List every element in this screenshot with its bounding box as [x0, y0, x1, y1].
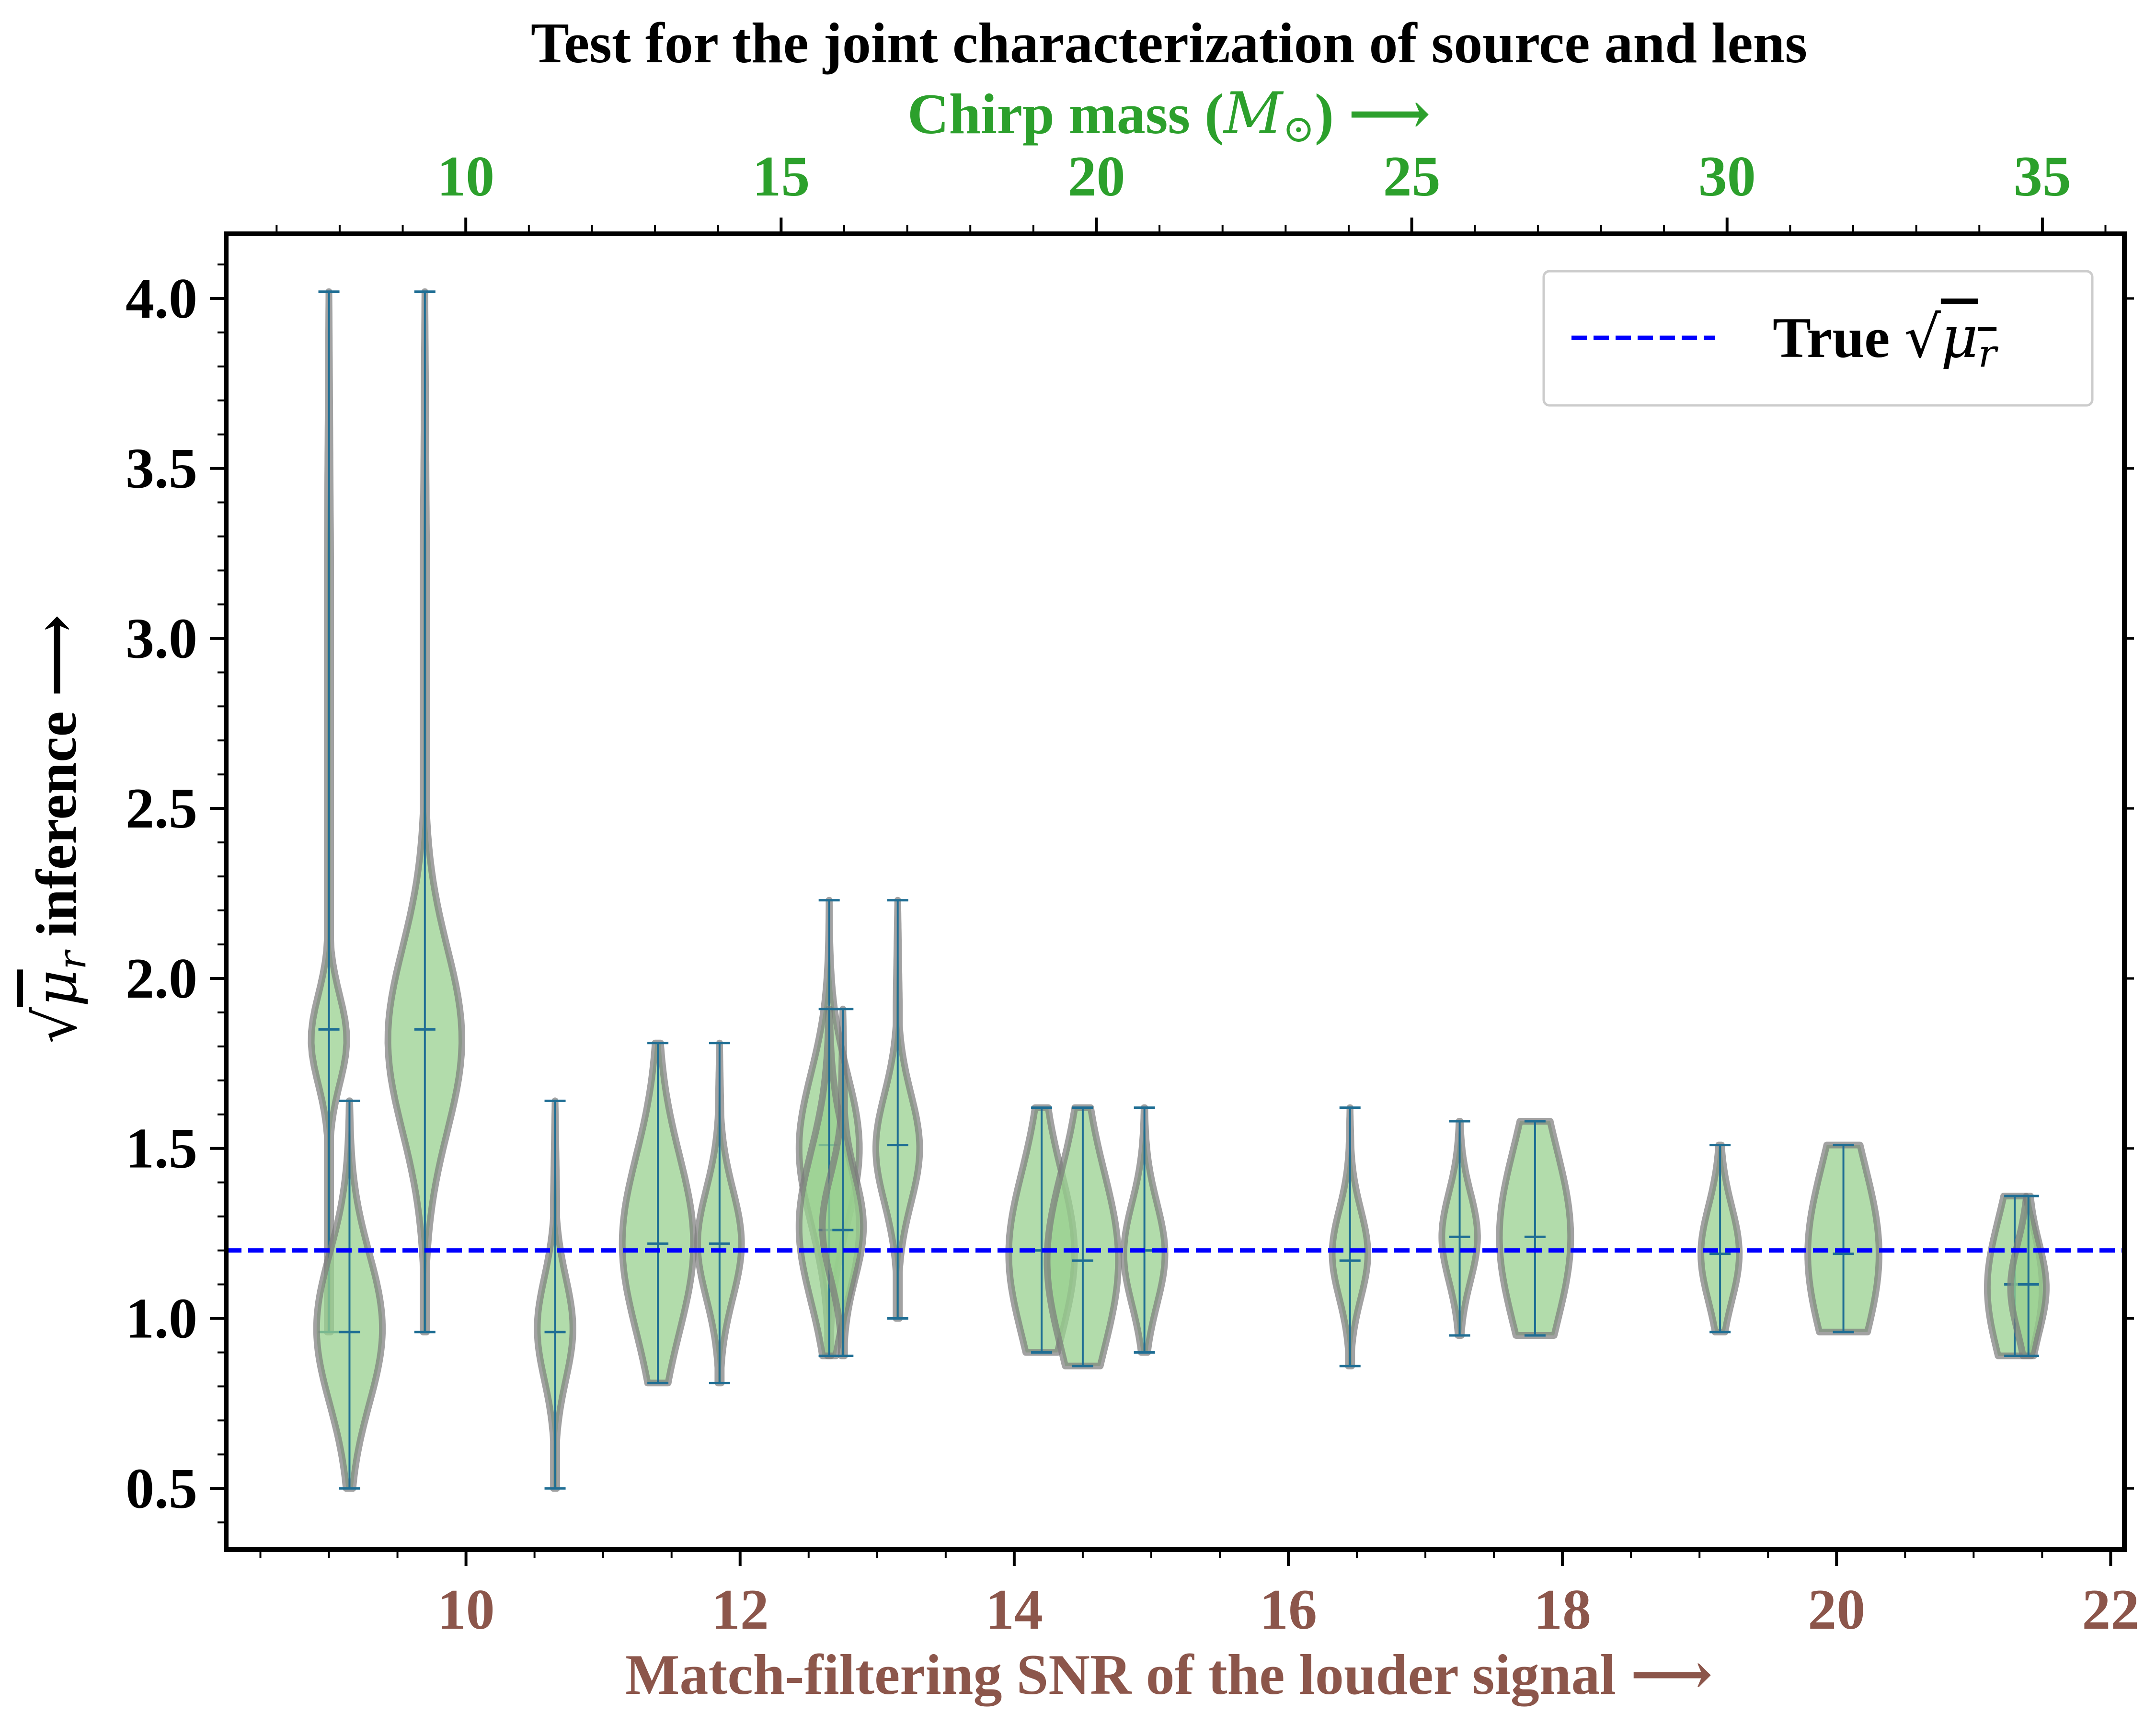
y-tick-label: 2.0: [126, 946, 197, 1010]
y-tick-label: 3.5: [126, 437, 197, 500]
top-axis-label: Chirp mass (M⊙) ⟶: [907, 80, 1431, 151]
x-tick-label: 20: [1808, 1577, 1865, 1641]
top-tick-label: 10: [437, 144, 494, 208]
axis-ticks: 10 12 14 16 18 20 22 10 15 20 25 30 35 0.5 1.0 1.5 2.0 2.…: [126, 144, 2139, 1641]
top-tick-label: 35: [2014, 144, 2071, 208]
x-tick-label: 18: [1534, 1577, 1591, 1641]
y-tick-label: 2.5: [126, 776, 197, 840]
y-tick-label: 4.0: [126, 266, 197, 330]
top-tick-label: 30: [1698, 144, 1756, 208]
legend-label: True √μr: [1773, 304, 1999, 376]
top-tick-label: 15: [752, 144, 810, 208]
x-tick-label: 10: [437, 1577, 495, 1641]
top-tick-label: 20: [1067, 144, 1125, 208]
svg-text:√μr inference ⟶: √μr inference ⟶: [23, 614, 94, 1044]
legend-box: [1542, 270, 2094, 407]
y-tick-label: 0.5: [126, 1456, 197, 1520]
chart-title: Test for the joint characterization of s…: [531, 11, 1807, 75]
x-tick-label: 16: [1260, 1577, 1317, 1641]
top-tick-label: 25: [1383, 144, 1441, 208]
x-tick-label: 12: [711, 1577, 769, 1641]
legend: True √μr: [1542, 270, 2094, 407]
x-axis-label: Match-filtering SNR of the louder signal…: [625, 1643, 1713, 1707]
x-tick-label: 22: [2082, 1577, 2139, 1641]
y-tick-label: 3.0: [126, 606, 197, 670]
y-axis-label: √μr inference ⟶: [23, 614, 94, 1044]
y-tick-label: 1.0: [126, 1286, 197, 1350]
plot-frame: [224, 231, 2127, 1552]
violin-group: [308, 288, 2050, 1492]
x-tick-label: 14: [986, 1577, 1043, 1641]
y-tick-label: 1.5: [126, 1116, 197, 1180]
